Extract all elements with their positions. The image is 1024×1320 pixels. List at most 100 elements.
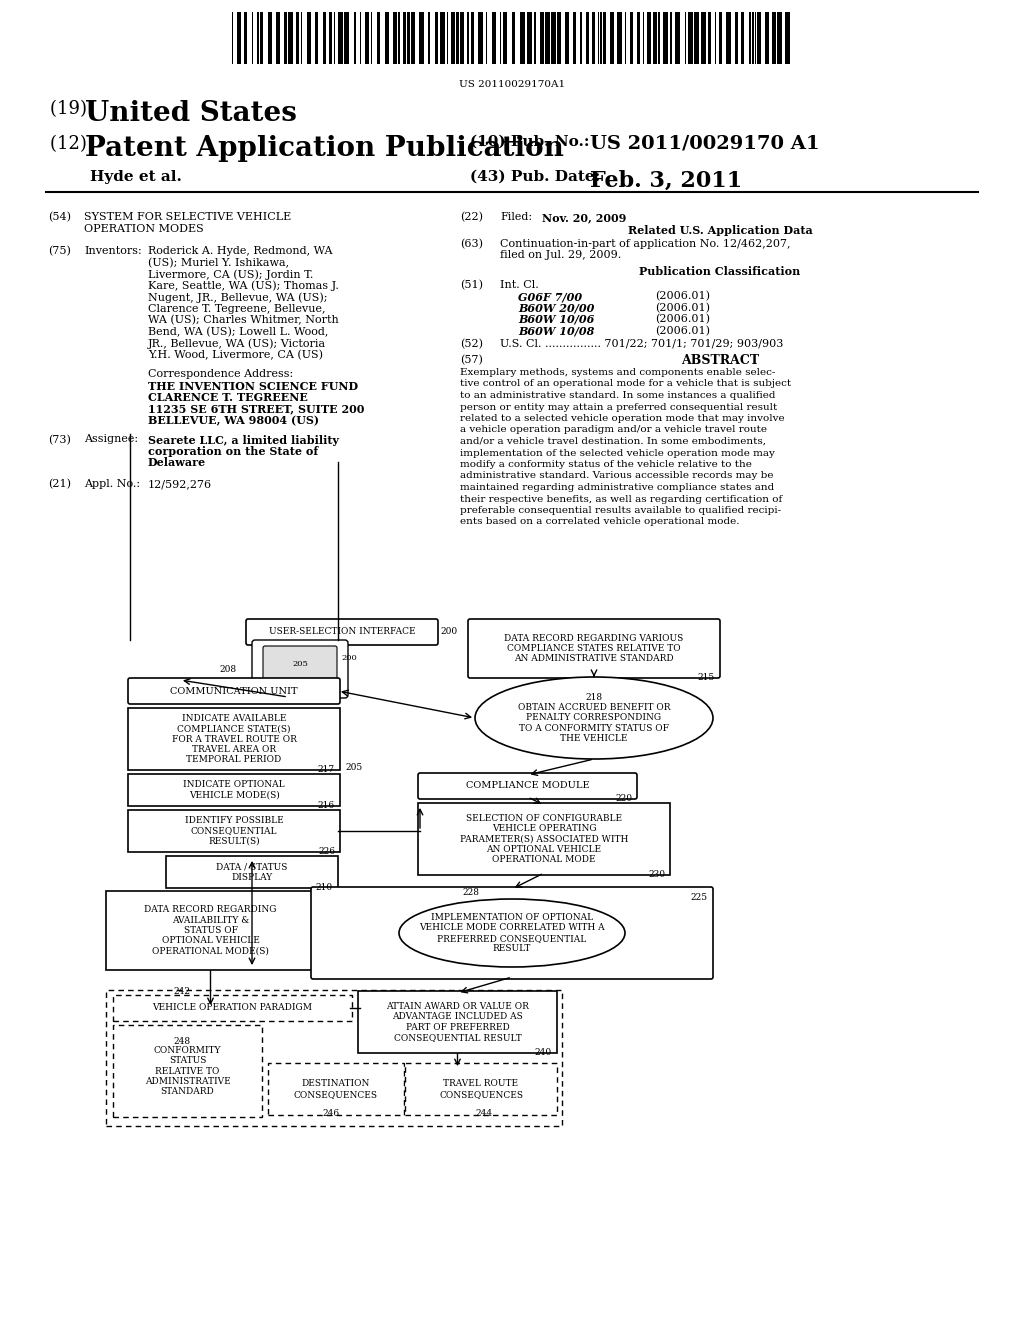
Bar <box>726 12 731 63</box>
Text: (22): (22) <box>460 213 483 222</box>
Text: USER-SELECTION INTERFACE: USER-SELECTION INTERFACE <box>268 627 416 636</box>
Text: ents based on a correlated vehicle operational mode.: ents based on a correlated vehicle opera… <box>460 517 739 527</box>
FancyBboxPatch shape <box>106 990 562 1126</box>
Text: (2006.01): (2006.01) <box>655 314 710 325</box>
Bar <box>757 12 761 63</box>
Bar <box>344 12 349 63</box>
Bar <box>580 12 582 63</box>
Text: 216: 216 <box>317 801 335 810</box>
Bar <box>647 12 651 63</box>
Bar <box>586 12 589 63</box>
Text: SELECTION OF CONFIGURABLE
VEHICLE OPERATING
PARAMETER(S) ASSOCIATED WITH
AN OPTI: SELECTION OF CONFIGURABLE VEHICLE OPERAT… <box>460 813 628 865</box>
Bar <box>675 12 680 63</box>
Text: 205: 205 <box>345 763 362 772</box>
Text: TRAVEL ROUTE
CONSEQUENCES: TRAVEL ROUTE CONSEQUENCES <box>439 1080 523 1098</box>
Text: administrative standard. Various accessible records may be: administrative standard. Various accessi… <box>460 471 773 480</box>
Text: 200: 200 <box>440 627 457 636</box>
Text: 248: 248 <box>173 1038 190 1047</box>
Bar <box>653 12 657 63</box>
Text: Correspondence Address:: Correspondence Address: <box>148 370 293 379</box>
Bar <box>307 12 311 63</box>
Text: G06F 7/00: G06F 7/00 <box>518 290 582 302</box>
Bar <box>393 12 397 63</box>
Text: and/or a vehicle travel destination. In some embodiments,: and/or a vehicle travel destination. In … <box>460 437 766 446</box>
FancyBboxPatch shape <box>166 855 338 888</box>
Bar <box>663 12 668 63</box>
FancyBboxPatch shape <box>311 887 713 979</box>
Text: Continuation-in-part of application No. 12/462,207,: Continuation-in-part of application No. … <box>500 239 791 249</box>
Bar <box>244 12 247 63</box>
Bar <box>688 12 693 63</box>
Bar <box>385 12 389 63</box>
Ellipse shape <box>475 677 713 759</box>
Text: INDICATE OPTIONAL
VEHICLE MODE(S): INDICATE OPTIONAL VEHICLE MODE(S) <box>183 780 285 800</box>
Ellipse shape <box>399 899 625 968</box>
Text: Livermore, CA (US); Jordin T.: Livermore, CA (US); Jordin T. <box>148 269 313 280</box>
Text: Nov. 20, 2009: Nov. 20, 2009 <box>542 213 627 223</box>
Text: 208: 208 <box>220 664 237 673</box>
Text: 218
OBTAIN ACCRUED BENEFIT OR
PENALTY CORRESPONDING
TO A CONFORMITY STATUS OF
TH: 218 OBTAIN ACCRUED BENEFIT OR PENALTY CO… <box>518 693 671 743</box>
Text: THE INVENTION SCIENCE FUND: THE INVENTION SCIENCE FUND <box>148 380 358 392</box>
Bar <box>354 12 356 63</box>
Text: person or entity may attain a preferred consequential result: person or entity may attain a preferred … <box>460 403 777 412</box>
Bar <box>296 12 299 63</box>
Bar <box>520 12 525 63</box>
Text: 240: 240 <box>535 1048 552 1057</box>
Text: IMPLEMENTATION OF OPTIONAL
VEHICLE MODE CORRELATED WITH A
PREFERRED CONSEQUENTIA: IMPLEMENTATION OF OPTIONAL VEHICLE MODE … <box>419 913 605 953</box>
Text: 12/592,276: 12/592,276 <box>148 479 212 488</box>
Text: DATA RECORD REGARDING VARIOUS
COMPLIANCE STATES RELATIVE TO
AN ADMINISTRATIVE ST: DATA RECORD REGARDING VARIOUS COMPLIANCE… <box>505 634 684 664</box>
Text: 217: 217 <box>317 766 335 774</box>
Text: Clarence T. Tegreene, Bellevue,: Clarence T. Tegreene, Bellevue, <box>148 304 326 314</box>
Text: preferable consequential results available to qualified recipi-: preferable consequential results availab… <box>460 506 781 515</box>
Text: WA (US); Charles Whitmer, North: WA (US); Charles Whitmer, North <box>148 315 339 325</box>
Text: 244: 244 <box>475 1109 493 1118</box>
Bar <box>752 12 754 63</box>
Bar <box>440 12 445 63</box>
Bar <box>565 12 569 63</box>
Bar <box>288 12 293 63</box>
Bar <box>592 12 595 63</box>
Text: 205: 205 <box>292 660 308 668</box>
Bar <box>741 12 744 63</box>
Text: DESTINATION
CONSEQUENCES: DESTINATION CONSEQUENCES <box>294 1080 378 1098</box>
Bar <box>365 12 369 63</box>
Text: 200: 200 <box>341 653 356 663</box>
Bar <box>268 12 272 63</box>
FancyBboxPatch shape <box>406 1063 557 1115</box>
Text: JR., Bellevue, WA (US); Victoria: JR., Bellevue, WA (US); Victoria <box>148 338 326 348</box>
FancyBboxPatch shape <box>113 1026 262 1117</box>
Bar <box>735 12 738 63</box>
Text: COMMUNICATION UNIT: COMMUNICATION UNIT <box>170 686 298 696</box>
Text: CONFORMITY
STATUS
RELATIVE TO
ADMINISTRATIVE
STANDARD: CONFORMITY STATUS RELATIVE TO ADMINISTRA… <box>144 1045 230 1097</box>
Bar <box>435 12 438 63</box>
Text: (19): (19) <box>50 100 93 117</box>
Text: Delaware: Delaware <box>148 458 206 469</box>
Text: Kare, Seattle, WA (US); Thomas J.: Kare, Seattle, WA (US); Thomas J. <box>148 281 339 292</box>
Text: DATA RECORD REGARDING
AVAILABILITY &
STATUS OF
OPTIONAL VEHICLE
OPERATIONAL MODE: DATA RECORD REGARDING AVAILABILITY & STA… <box>144 906 276 956</box>
FancyBboxPatch shape <box>252 640 348 698</box>
Text: their respective benefits, as well as regarding certification of: their respective benefits, as well as re… <box>460 495 782 503</box>
Bar <box>329 12 332 63</box>
Bar <box>658 12 660 63</box>
Text: (75): (75) <box>48 246 71 256</box>
Bar <box>315 12 318 63</box>
Text: SYSTEM FOR SELECTIVE VEHICLE: SYSTEM FOR SELECTIVE VEHICLE <box>84 213 291 222</box>
Bar <box>456 12 459 63</box>
Bar <box>749 12 751 63</box>
Bar <box>467 12 469 63</box>
Text: (2006.01): (2006.01) <box>655 302 710 313</box>
FancyBboxPatch shape <box>468 619 720 678</box>
Text: 210: 210 <box>315 883 333 892</box>
Text: ATTAIN AWARD OR VALUE OR
ADVANTAGE INCLUDED AS
PART OF PREFERRED
CONSEQUENTIAL R: ATTAIN AWARD OR VALUE OR ADVANTAGE INCLU… <box>386 1002 529 1041</box>
Bar <box>377 12 380 63</box>
Bar <box>403 12 406 63</box>
Bar <box>573 12 575 63</box>
Text: Feb. 3, 2011: Feb. 3, 2011 <box>590 170 742 191</box>
FancyBboxPatch shape <box>128 708 340 770</box>
Text: 220: 220 <box>615 795 632 803</box>
Bar <box>257 12 259 63</box>
Text: (10) Pub. No.:: (10) Pub. No.: <box>470 135 590 149</box>
FancyBboxPatch shape <box>128 810 340 851</box>
Text: (54): (54) <box>48 213 71 222</box>
Bar <box>708 12 711 63</box>
